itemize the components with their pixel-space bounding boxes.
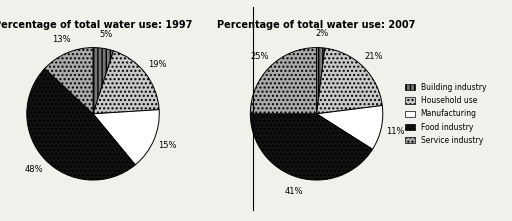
Text: 13%: 13% xyxy=(52,35,70,44)
Text: 25%: 25% xyxy=(250,52,269,61)
Wedge shape xyxy=(250,48,316,114)
Wedge shape xyxy=(93,110,159,165)
Legend: Building industry, Household use, Manufacturing, Food industry, Service industry: Building industry, Household use, Manufa… xyxy=(403,81,488,147)
Text: 19%: 19% xyxy=(147,60,166,69)
Wedge shape xyxy=(93,48,114,114)
Wedge shape xyxy=(27,69,135,180)
Text: 48%: 48% xyxy=(25,165,44,174)
Title: Percentage of total water use: 2007: Percentage of total water use: 2007 xyxy=(218,20,416,30)
Wedge shape xyxy=(316,48,382,114)
Wedge shape xyxy=(316,48,325,114)
Text: 5%: 5% xyxy=(99,30,112,38)
Text: 2%: 2% xyxy=(315,29,328,38)
Title: Percentage of total water use: 1997: Percentage of total water use: 1997 xyxy=(0,20,192,30)
Text: 11%: 11% xyxy=(386,127,404,136)
Text: 15%: 15% xyxy=(158,141,177,151)
Text: 21%: 21% xyxy=(365,52,383,61)
Wedge shape xyxy=(45,48,93,114)
Wedge shape xyxy=(93,51,159,114)
Wedge shape xyxy=(250,114,373,180)
Wedge shape xyxy=(316,105,383,149)
Text: 41%: 41% xyxy=(285,187,303,196)
